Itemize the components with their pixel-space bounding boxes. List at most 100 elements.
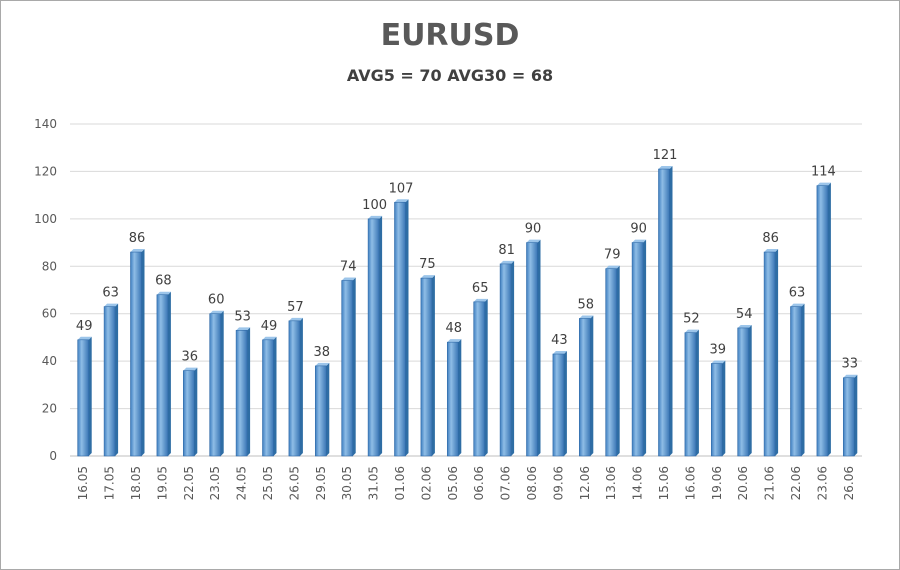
bar-18.05 [130, 249, 145, 457]
bar-07.06 [499, 260, 515, 457]
data-label: 90 [525, 222, 542, 237]
data-label: 68 [155, 274, 172, 289]
data-label: 53 [234, 309, 251, 324]
data-label: 52 [683, 312, 700, 327]
x-tick-label: 19.06 [710, 466, 724, 500]
x-tick-label: 19.05 [155, 466, 169, 500]
data-label: 49 [76, 319, 93, 334]
bar-23.06 [816, 182, 831, 457]
bar-29.05 [314, 362, 330, 457]
bar-05.06 [446, 339, 462, 457]
data-label: 36 [182, 350, 199, 365]
bar-22.06 [790, 303, 805, 457]
x-tick-label: 22.06 [789, 466, 803, 500]
x-tick-label: 25.05 [261, 466, 275, 500]
data-label: 54 [736, 307, 753, 322]
bar-22.05 [183, 367, 198, 457]
data-label: 90 [630, 222, 647, 237]
y-tick-label: 20 [42, 402, 57, 416]
data-label: 65 [472, 281, 489, 296]
y-tick-label: 60 [42, 307, 57, 321]
bar-16.06 [684, 329, 699, 457]
x-tick-label: 22.05 [182, 466, 196, 500]
x-tick-label: 29.05 [314, 466, 328, 500]
y-tick-label: 80 [42, 259, 57, 273]
data-label: 81 [498, 243, 515, 258]
bar-30.05 [341, 277, 356, 457]
x-tick-label: 31.05 [367, 466, 381, 500]
bar-12.06 [578, 315, 594, 457]
data-label: 75 [419, 257, 436, 272]
bar-20.06 [737, 324, 752, 457]
bar-09.06 [552, 351, 567, 457]
data-label: 86 [762, 231, 779, 246]
data-label: 43 [551, 333, 568, 348]
x-tick-label: 12.06 [578, 466, 592, 500]
gridlines [70, 123, 862, 457]
bar-01.06 [394, 199, 409, 457]
y-tick-label: 0 [49, 449, 57, 463]
data-label: 33 [842, 357, 859, 372]
data-label: 63 [789, 286, 806, 301]
data-label: 58 [578, 297, 595, 312]
bar-25.05 [262, 336, 277, 457]
x-tick-label: 17.05 [103, 466, 117, 500]
x-tick-label: 06.06 [472, 466, 486, 500]
bar-17.05 [103, 303, 119, 457]
x-tick-label: 16.05 [76, 466, 90, 500]
bar-02.06 [420, 275, 435, 457]
data-label: 48 [446, 321, 463, 336]
x-tick-label: 14.06 [631, 466, 645, 500]
bar-08.06 [526, 239, 541, 457]
chart-subtitle: AVG5 = 70 AVG30 = 68 [346, 66, 554, 85]
x-tick-label: 26.06 [842, 466, 856, 500]
data-label: 38 [314, 345, 331, 360]
bar-13.06 [605, 265, 620, 457]
bar-23.05 [209, 310, 224, 457]
data-label: 63 [102, 286, 119, 301]
bar-19.05 [156, 291, 171, 457]
data-label: 107 [389, 181, 414, 196]
bar-24.05 [235, 327, 251, 457]
y-tick-label: 120 [34, 164, 57, 178]
bar-31.05 [367, 215, 383, 457]
data-label: 49 [261, 319, 278, 334]
x-tick-label: 08.06 [525, 466, 539, 500]
bar-19.06 [710, 360, 726, 457]
chart-title: EURUSD [380, 18, 520, 53]
x-tick-label: 15.06 [657, 466, 671, 500]
bar-26.05 [288, 317, 303, 457]
x-tick-label: 18.05 [129, 466, 143, 500]
data-label: 60 [208, 293, 225, 308]
bar-15.06 [658, 166, 673, 457]
data-label: 86 [129, 231, 146, 246]
data-label: 121 [653, 148, 678, 163]
data-label: 74 [340, 260, 357, 275]
data-label: 79 [604, 248, 621, 263]
x-axis: 16.05 17.05 18.05 19.05 22.05 23.05 24.05 25.05… [76, 466, 856, 500]
x-tick-label: 07.06 [499, 466, 513, 500]
y-axis: 0 20 40 60 80 100 120 140 [34, 117, 57, 463]
x-tick-label: 26.05 [287, 466, 301, 500]
bar-16.05 [77, 336, 92, 457]
bar-14.06 [631, 239, 647, 457]
bar-06.06 [473, 298, 488, 457]
bar-21.06 [763, 249, 779, 457]
x-tick-label: 30.05 [340, 466, 354, 500]
x-tick-label: 13.06 [604, 466, 618, 500]
x-tick-label: 20.06 [736, 466, 750, 500]
x-tick-label: 02.06 [419, 466, 433, 500]
data-label: 39 [710, 343, 727, 358]
x-tick-label: 23.05 [208, 466, 222, 500]
x-tick-label: 01.06 [393, 466, 407, 500]
data-label: 100 [362, 198, 387, 213]
data-label: 114 [811, 165, 836, 180]
y-tick-label: 140 [34, 117, 57, 131]
x-tick-label: 24.05 [235, 466, 249, 500]
x-tick-label: 05.06 [446, 466, 460, 500]
y-tick-label: 100 [34, 212, 57, 226]
y-tick-label: 40 [42, 354, 57, 368]
